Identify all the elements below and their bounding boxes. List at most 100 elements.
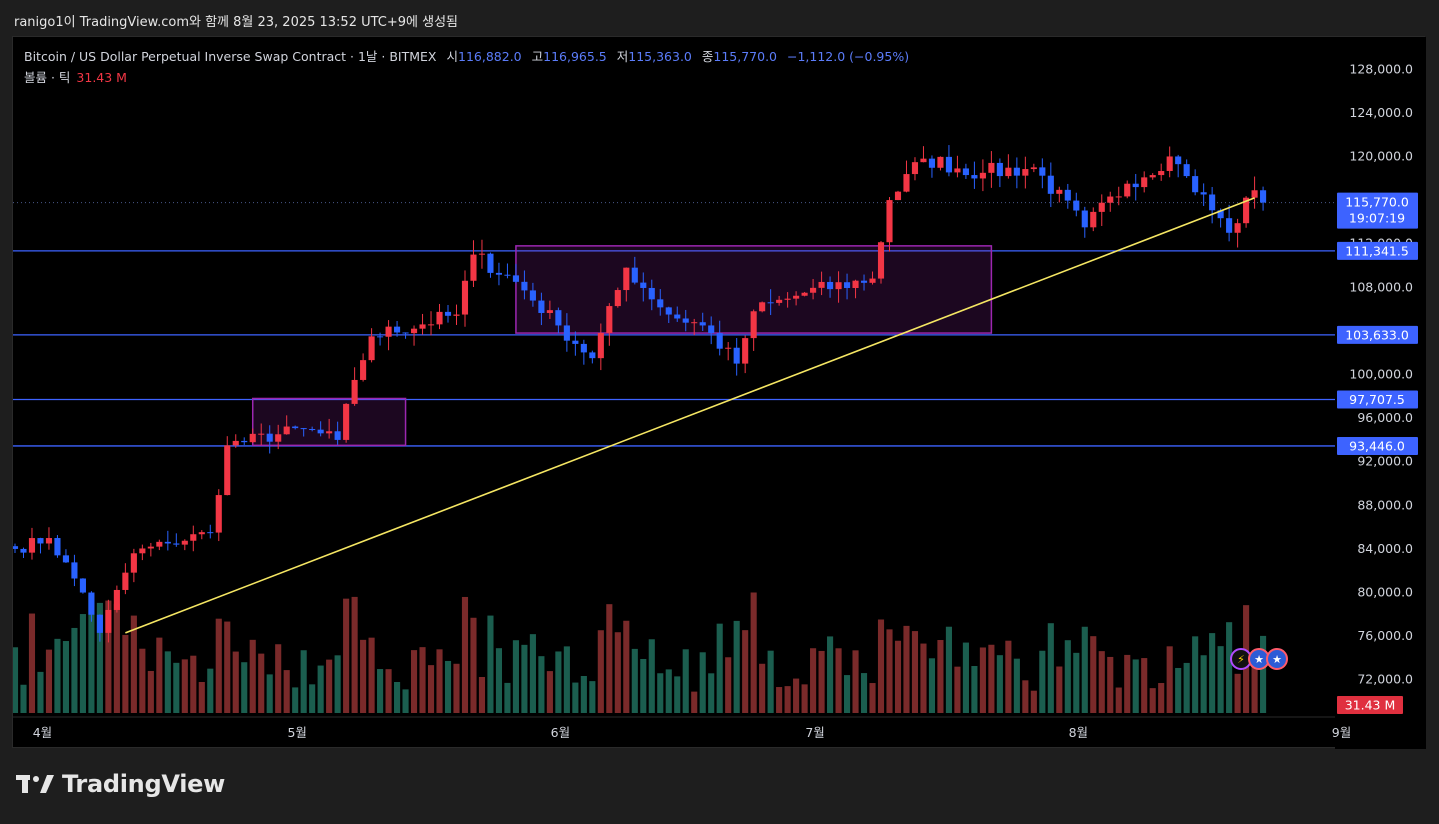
candle-body xyxy=(1073,200,1080,211)
volume-bar xyxy=(1226,622,1233,713)
volume-bar xyxy=(877,619,885,713)
volume-bar xyxy=(512,640,519,713)
volume-bar xyxy=(71,627,78,713)
volume-bar xyxy=(750,592,757,713)
symbol-title: Bitcoin / US Dollar Perpetual Inverse Sw… xyxy=(24,49,437,64)
volume-bar xyxy=(1158,683,1165,713)
candle-body xyxy=(580,343,587,353)
volume-bar xyxy=(215,618,222,713)
volume-bar xyxy=(674,676,681,713)
symbol-legend: Bitcoin / US Dollar Perpetual Inverse Sw… xyxy=(24,46,909,65)
price-tick-4: 100,000.0 xyxy=(1349,367,1413,382)
candle-body xyxy=(937,156,944,168)
candle-body xyxy=(470,254,477,281)
level-tag-bg-3 xyxy=(1337,436,1418,455)
volume-bar xyxy=(928,658,936,713)
volume-bar xyxy=(377,669,384,713)
candle-body xyxy=(130,553,137,573)
volume-bar xyxy=(1090,636,1097,713)
candle-body xyxy=(1149,175,1156,178)
candle-body xyxy=(971,175,978,179)
volume-bar xyxy=(555,651,562,713)
chart-panel[interactable]: 128,000.0 124,000.0 120,000.0 108,000.0 100,… xyxy=(12,36,1426,749)
candle-body xyxy=(606,306,613,333)
trendline xyxy=(125,197,1255,634)
candle-body xyxy=(886,200,893,243)
volume-bar xyxy=(122,634,129,713)
volume-bar xyxy=(79,614,86,713)
candle-body xyxy=(614,290,621,307)
candle-body xyxy=(597,332,604,359)
volume-bar xyxy=(631,648,638,713)
candle-body xyxy=(1217,210,1224,219)
candle-body xyxy=(563,325,570,341)
candle-body xyxy=(113,589,120,610)
volume-bar xyxy=(529,634,536,713)
candle-body xyxy=(716,333,723,349)
candle-body xyxy=(377,336,384,338)
volume-bar xyxy=(470,617,477,713)
candle-body xyxy=(801,292,808,296)
event-badges[interactable]: ⚡ ★ ★ xyxy=(1230,648,1288,670)
candle-body xyxy=(979,172,986,179)
candle-body xyxy=(402,332,409,334)
price-tick-9: 80,000.0 xyxy=(1357,585,1413,600)
candle-body xyxy=(37,538,44,544)
candle-body xyxy=(1166,156,1173,172)
volume-bar xyxy=(20,684,27,713)
volume-bar xyxy=(368,637,375,713)
volume-bar xyxy=(759,663,766,713)
volume-bar xyxy=(224,621,231,713)
volume-bar xyxy=(181,659,188,713)
volume-bar xyxy=(971,666,978,713)
volume-bar xyxy=(1149,688,1156,713)
volume-bar xyxy=(427,665,435,713)
volume-bar xyxy=(45,649,53,713)
us-flag-icon-2[interactable]: ★ xyxy=(1266,648,1288,670)
time-axis: 4월 5월 6월 7월 8월 9월 xyxy=(13,716,1351,740)
volume-bar xyxy=(487,615,494,713)
volume-bar xyxy=(563,646,570,713)
candle-body xyxy=(334,431,341,440)
volume-bar xyxy=(385,669,392,713)
candle-body xyxy=(190,534,197,541)
candle-body xyxy=(20,548,27,553)
candle-body xyxy=(28,538,36,553)
candle-body xyxy=(419,324,426,329)
volume-bar xyxy=(461,596,469,713)
candle-body xyxy=(410,328,418,334)
lightning-icon[interactable]: ⚡ xyxy=(1230,648,1252,670)
candle-body xyxy=(1260,190,1267,203)
volume-bar xyxy=(776,687,783,713)
price-tick-6: 92,000.0 xyxy=(1357,454,1413,469)
candle-body xyxy=(156,541,163,547)
month-label-4: 8월 xyxy=(1069,725,1088,740)
volume-bar xyxy=(784,686,791,713)
candle-body xyxy=(843,282,851,288)
volume-bar xyxy=(173,662,180,713)
candle-body xyxy=(224,445,231,496)
price-chart[interactable]: 128,000.0 124,000.0 120,000.0 108,000.0 100,… xyxy=(13,37,1426,749)
candle-body xyxy=(1022,169,1029,176)
volume-bar xyxy=(444,660,452,713)
volume-bar xyxy=(156,637,163,713)
price-tick-7: 88,000.0 xyxy=(1357,497,1413,512)
price-tick-1: 124,000.0 xyxy=(1349,105,1413,120)
volume-bar xyxy=(1192,636,1199,713)
price-tick-2: 120,000.0 xyxy=(1349,148,1413,163)
candle-body xyxy=(733,347,740,364)
candle-body xyxy=(1141,177,1148,188)
price-tick-5: 96,000.0 xyxy=(1357,410,1413,425)
volume-bar xyxy=(1132,659,1139,713)
volume-bar xyxy=(1141,658,1148,713)
volume-bar xyxy=(606,604,613,713)
candle-body xyxy=(1209,194,1216,211)
volume-bar xyxy=(300,650,307,713)
volume-bar xyxy=(190,655,197,713)
volume-bar xyxy=(979,647,986,713)
candle-body xyxy=(1107,196,1114,203)
candle-body xyxy=(249,433,256,443)
volume-bar xyxy=(258,653,265,713)
candle-body xyxy=(894,191,902,201)
candle-body xyxy=(79,578,86,593)
